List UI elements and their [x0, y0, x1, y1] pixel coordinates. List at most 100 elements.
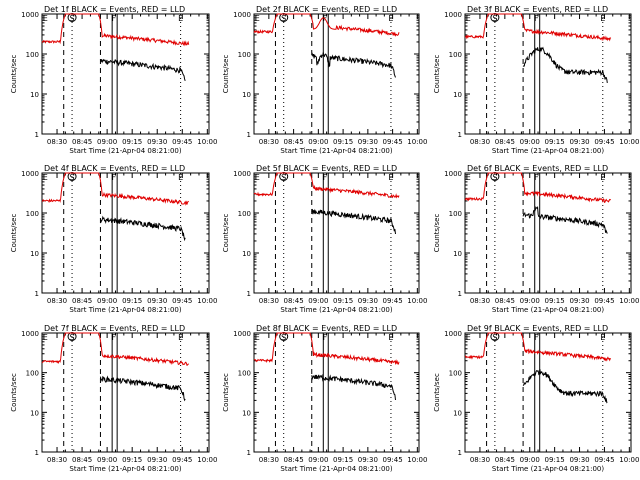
panel-title: Det 1f BLACK = Events, RED = LLD — [44, 5, 185, 14]
panel-9: Det 9f BLACK = Events, RED = LLD 1 10 100 10… — [433, 324, 639, 473]
x-tick-label: 08:30 — [259, 138, 279, 146]
panel-title: Det 8f BLACK = Events, RED = LLD — [256, 324, 397, 333]
x-axis-label: Start Time (21-Apr-04 08:21:00) — [69, 465, 181, 473]
panel-3: Det 3f BLACK = Events, RED = LLD 1 10 100 10… — [433, 5, 639, 155]
y-tick-label: 1000 — [233, 170, 251, 178]
plot-frame — [41, 332, 210, 453]
y-tick-label: 10 — [453, 409, 462, 417]
x-tick-label: 08:45 — [72, 456, 92, 464]
interval-marker-label: F — [534, 173, 539, 182]
interval-marker-label: E — [255, 173, 260, 182]
x-tick-label: 08:30 — [47, 297, 67, 305]
events-series-line — [99, 375, 186, 402]
plot-frame — [464, 13, 632, 135]
y-tick-label: 10 — [30, 250, 39, 258]
events-series-line — [311, 373, 396, 401]
x-tick-label: 10:00 — [407, 138, 427, 146]
y-tick-label: 100 — [449, 51, 462, 59]
lld-series-line — [464, 172, 612, 203]
lld-series-line — [253, 332, 400, 366]
interval-marker-label: F — [112, 333, 117, 342]
x-tick-label: 09:45 — [383, 297, 403, 305]
x-tick-label: 08:30 — [47, 138, 67, 146]
panel-7: Det 7f BLACK = Events, RED = LLD 1 10 100 10… — [10, 324, 217, 473]
interval-marker-label: E — [43, 14, 48, 23]
lld-series-line — [41, 13, 190, 47]
x-tick-label: 09:45 — [172, 456, 192, 464]
y-tick-label: 100 — [26, 210, 39, 218]
interval-marker-label: S — [492, 14, 497, 23]
plot-frame — [464, 172, 632, 294]
x-tick-label: 10:00 — [197, 456, 217, 464]
y-axis-label: Counts/sec — [222, 214, 230, 253]
y-tick-label: 10 — [453, 91, 462, 99]
x-tick-label: 09:00 — [97, 297, 117, 305]
y-tick-label: 1 — [247, 131, 251, 139]
y-tick-label: 1 — [35, 290, 39, 298]
plot-frame — [41, 172, 210, 294]
x-tick-label: 09:45 — [594, 297, 614, 305]
panel-4: Det 4f BLACK = Events, RED = LLD 1 10 100 10… — [10, 164, 217, 314]
x-tick-label: 08:30 — [47, 456, 67, 464]
x-tick-label: 09:00 — [97, 456, 117, 464]
events-series-line — [522, 205, 608, 234]
interval-marker-label: E — [600, 173, 605, 182]
y-tick-label: 10 — [453, 250, 462, 258]
y-tick-label: 1 — [247, 290, 251, 298]
interval-marker-label: E — [466, 333, 471, 342]
x-tick-label: 08:45 — [495, 138, 515, 146]
x-tick-label: 09:00 — [97, 138, 117, 146]
interval-marker-label: S — [70, 173, 75, 182]
x-axis-label: Start Time (21-Apr-04 08:21:00) — [280, 465, 392, 473]
y-tick-label: 10 — [30, 91, 39, 99]
y-tick-label: 1000 — [233, 11, 251, 19]
y-tick-label: 1000 — [21, 11, 39, 19]
x-tick-label: 09:15 — [122, 138, 142, 146]
x-axis-label: Start Time (21-Apr-04 08:21:00) — [69, 306, 181, 314]
lld-series-line — [464, 332, 611, 362]
y-tick-label: 100 — [238, 210, 251, 218]
y-tick-label: 100 — [26, 51, 39, 59]
events-series-line — [311, 52, 396, 78]
events-series-line — [522, 46, 608, 83]
x-tick-label: 08:45 — [495, 297, 515, 305]
y-tick-label: 100 — [238, 51, 251, 59]
panel-title: Det 6f BLACK = Events, RED = LLD — [467, 164, 608, 173]
x-tick-label: 09:45 — [383, 456, 403, 464]
x-tick-label: 08:45 — [72, 297, 92, 305]
lld-series-line — [253, 13, 400, 37]
x-tick-label: 09:30 — [358, 297, 378, 305]
events-series-line — [522, 369, 608, 404]
x-tick-label: 09:30 — [569, 456, 589, 464]
panel-6: Det 6f BLACK = Events, RED = LLD 1 10 100 10… — [433, 164, 639, 314]
x-tick-label: 10:00 — [619, 138, 639, 146]
x-tick-label: 09:30 — [147, 297, 167, 305]
interval-marker-label: S — [492, 173, 497, 182]
y-tick-label: 1 — [458, 131, 462, 139]
x-tick-label: 08:45 — [495, 456, 515, 464]
x-tick-label: 09:15 — [122, 297, 142, 305]
interval-marker-label: E — [255, 14, 260, 23]
y-tick-label: 100 — [26, 370, 39, 378]
y-tick-label: 1000 — [21, 330, 39, 338]
interval-marker-label: E — [178, 333, 183, 342]
x-tick-label: 09:30 — [358, 138, 378, 146]
x-tick-label: 10:00 — [407, 297, 427, 305]
x-tick-label: 10:00 — [619, 456, 639, 464]
x-tick-label: 09:15 — [545, 297, 565, 305]
y-axis-label: Counts/sec — [10, 373, 18, 412]
y-tick-label: 100 — [238, 370, 251, 378]
lld-series-line — [464, 13, 612, 42]
y-axis-label: Counts/sec — [10, 214, 18, 253]
x-axis-label: Start Time (21-Apr-04 08:21:00) — [492, 147, 604, 155]
x-axis-label: Start Time (21-Apr-04 08:21:00) — [492, 306, 604, 314]
y-tick-label: 10 — [30, 409, 39, 417]
panel-1: Det 1f BLACK = Events, RED = LLD 1 10 100 10… — [10, 5, 217, 155]
y-axis-label: Counts/sec — [433, 214, 441, 253]
x-tick-label: 09:00 — [520, 456, 540, 464]
interval-marker-label: E — [255, 333, 260, 342]
lld-series-line — [41, 332, 190, 367]
x-tick-label: 09:30 — [358, 456, 378, 464]
x-tick-label: 10:00 — [619, 297, 639, 305]
